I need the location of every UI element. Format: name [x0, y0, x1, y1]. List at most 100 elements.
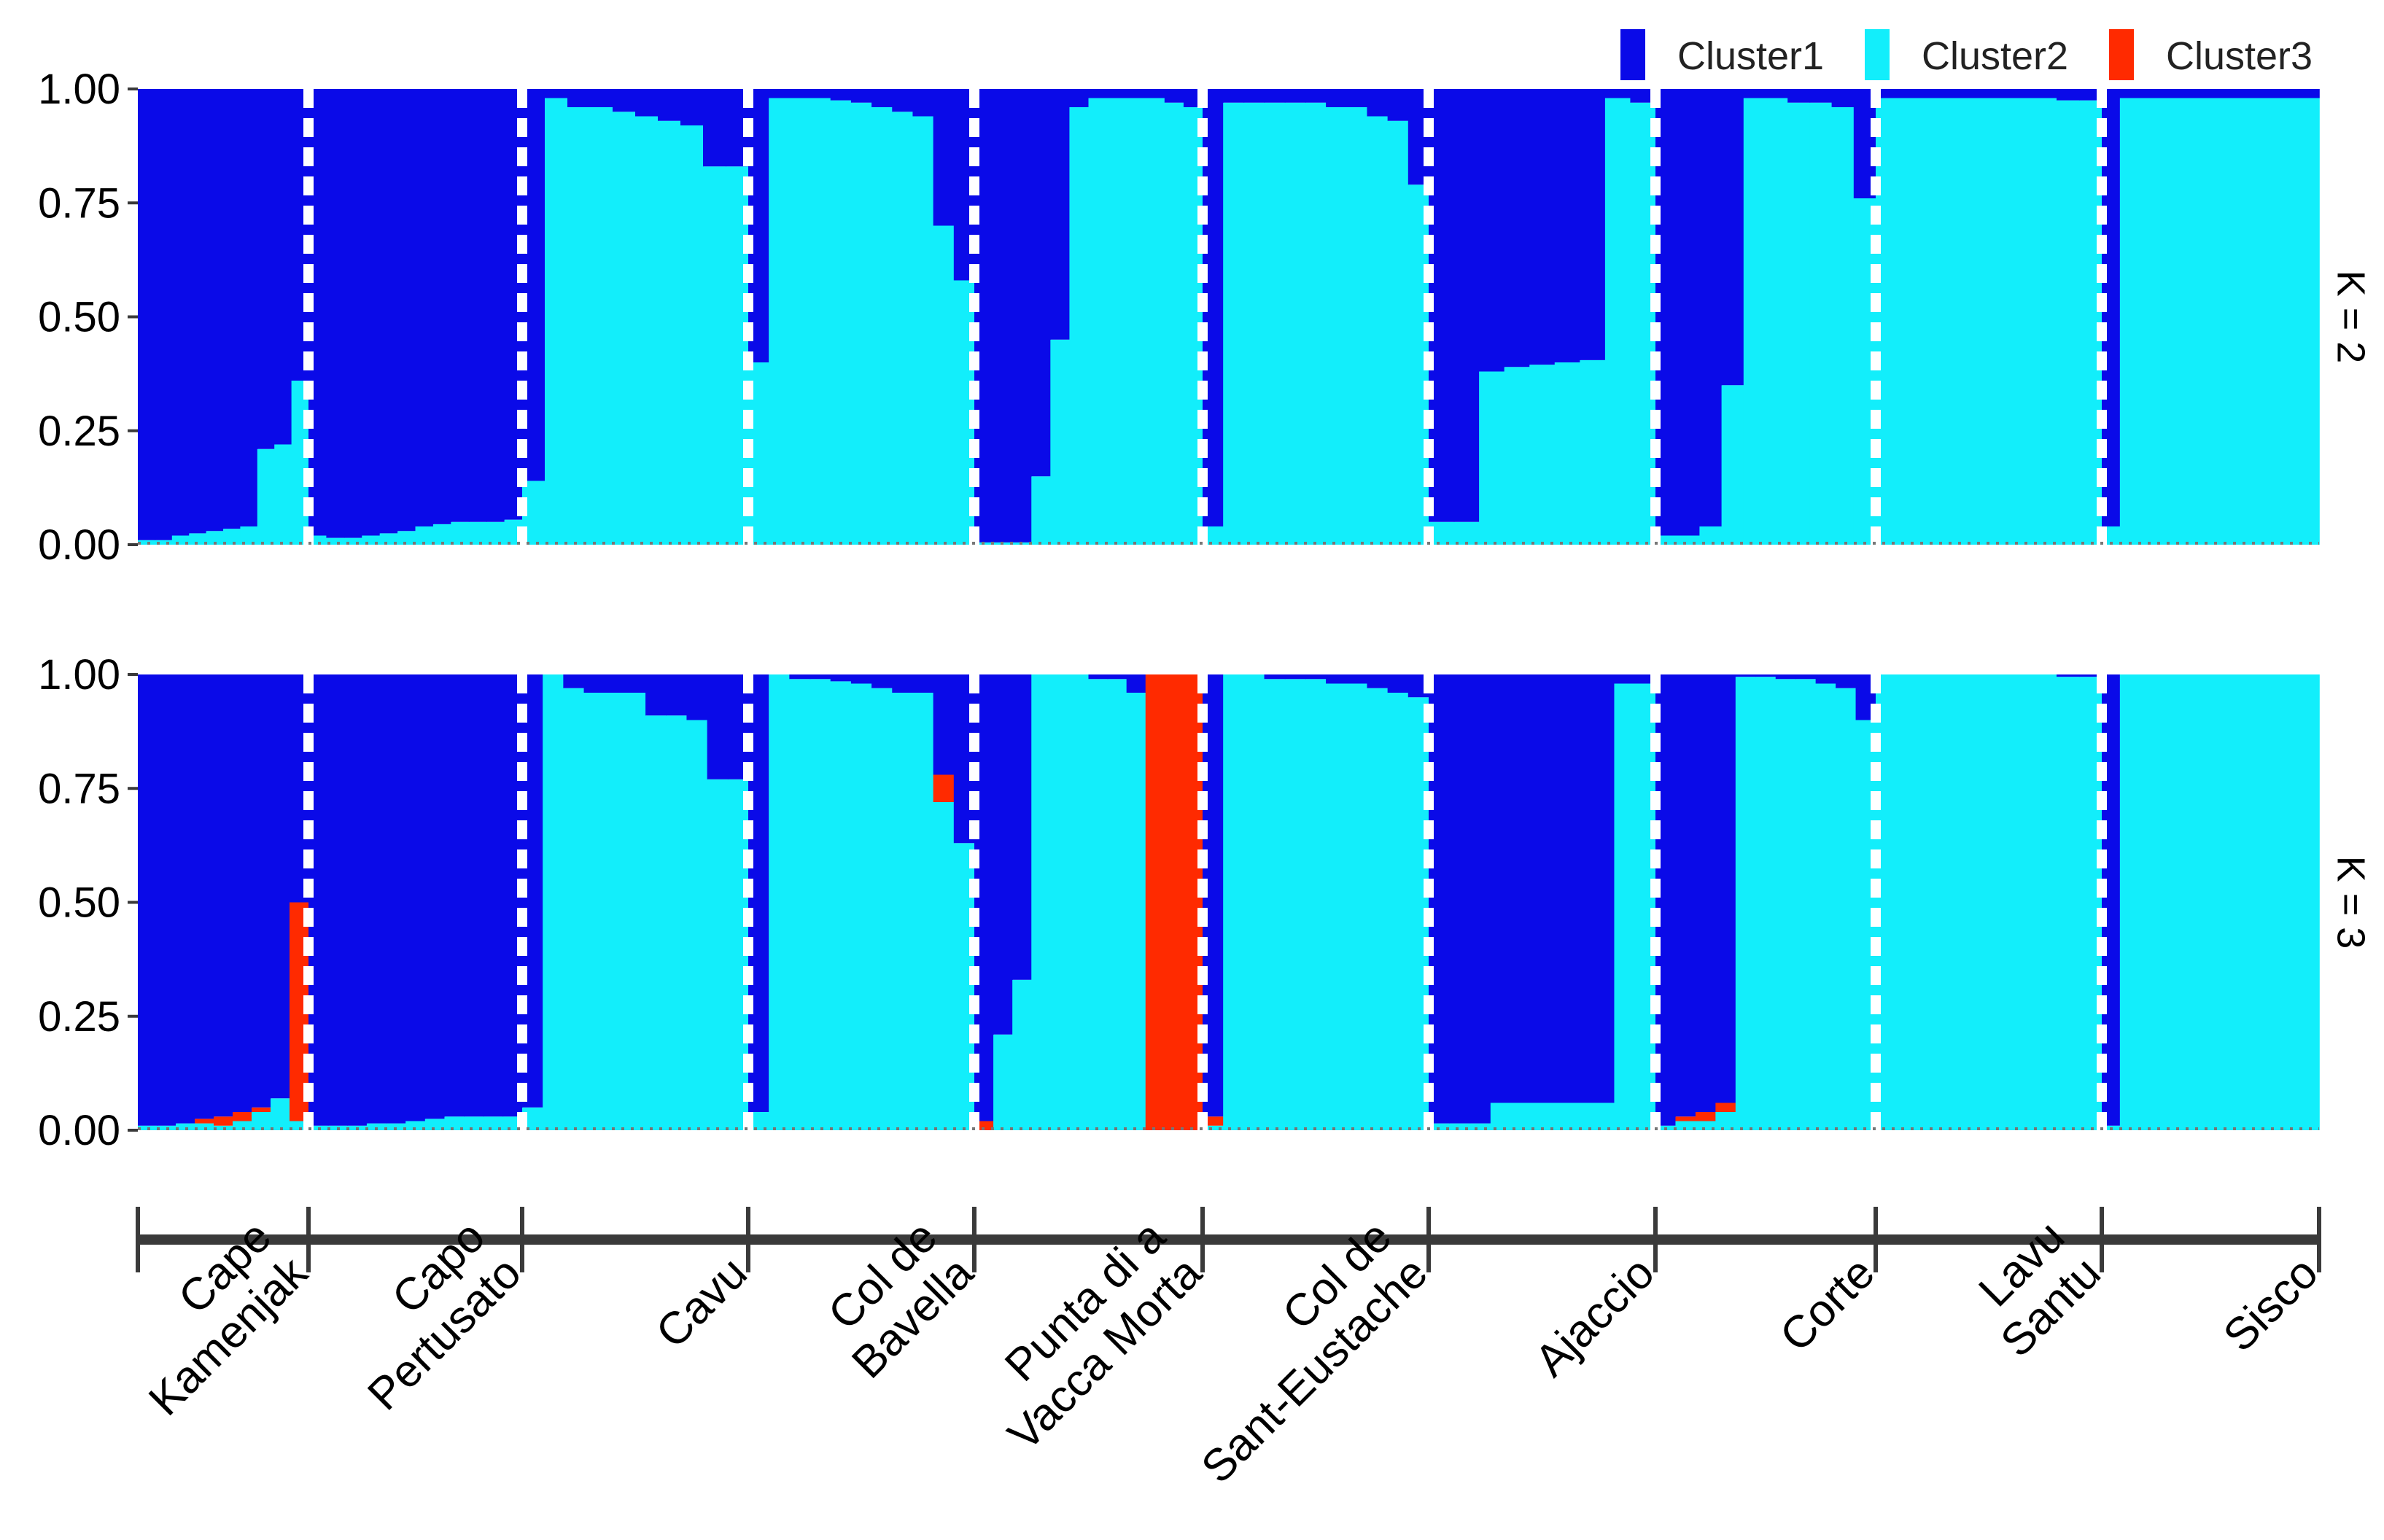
y-tick-label: 0.00 [38, 1107, 120, 1154]
bar-cluster1 [1088, 89, 1108, 98]
bar-cluster1 [1107, 674, 1127, 680]
bar-cluster1 [2210, 89, 2229, 98]
bar-cluster2 [1126, 693, 1146, 1130]
bar-cluster2 [892, 693, 914, 1130]
bar-cluster1 [1012, 89, 1033, 542]
bar-cluster2 [223, 529, 241, 545]
bar-cluster2 [2210, 98, 2229, 545]
bar-cluster1 [464, 674, 484, 1117]
bar-cluster2 [195, 1123, 214, 1131]
bar-cluster1 [2192, 89, 2211, 98]
bar-cluster2 [1031, 674, 1052, 1130]
bar-cluster1 [1529, 89, 1556, 365]
bar-cluster2 [2011, 674, 2035, 1130]
bar-cluster2 [2264, 674, 2284, 1130]
bar-cluster1 [680, 89, 704, 125]
bar-cluster1 [1326, 89, 1348, 107]
bar-cluster2 [2011, 98, 2035, 545]
bar-cluster2 [1511, 1102, 1533, 1130]
bar-cluster2 [1107, 98, 1127, 545]
bar-cluster1 [451, 89, 470, 522]
bar-cluster2 [1107, 679, 1127, 1130]
bar-cluster1 [645, 674, 667, 716]
bar-cluster2 [658, 120, 681, 545]
bar-cluster1 [1453, 89, 1480, 522]
legend-label-cluster3: Cluster3 [2166, 34, 2313, 78]
bar-cluster1 [326, 89, 345, 538]
bar-cluster1 [1031, 89, 1052, 477]
bar-cluster2 [1715, 1112, 1736, 1130]
bar-cluster2 [1831, 107, 1855, 545]
bar-cluster2 [1966, 98, 1989, 545]
bar-cluster1 [1264, 674, 1286, 680]
bar-cluster1 [366, 674, 387, 1124]
bar-cluster1 [1699, 89, 1723, 526]
bar-cluster1 [686, 674, 708, 720]
bar-cluster2 [1449, 1123, 1471, 1131]
bar-cluster3 [1145, 674, 1165, 1130]
bar-cluster1 [1944, 89, 1967, 98]
bar-cluster2 [871, 107, 893, 545]
bar-cluster1 [424, 674, 446, 1119]
y-tick-label: 0.50 [38, 294, 120, 341]
bar-cluster2 [1944, 674, 1967, 1130]
bar-cluster2 [2192, 674, 2211, 1130]
bar-cluster1 [379, 89, 398, 534]
bar-cluster1 [1069, 89, 1090, 107]
legend-swatch-cluster1 [1620, 29, 1645, 80]
bar-cluster2 [1898, 674, 1922, 1130]
bar-cluster3 [214, 1116, 233, 1126]
bar-cluster2 [703, 166, 726, 545]
population-label: Cavu [647, 1248, 757, 1358]
bar-cluster1 [1831, 89, 1855, 107]
bar-cluster1 [2119, 89, 2139, 98]
bar-cluster2 [2057, 677, 2080, 1131]
bar-cluster2 [2246, 98, 2266, 545]
bar-cluster2 [1264, 679, 1286, 1130]
bar-cluster1 [871, 674, 893, 688]
bar-cluster1 [850, 89, 872, 103]
bar-cluster2 [1243, 674, 1265, 1130]
bar-cluster1 [1531, 674, 1553, 1103]
population-label: Corte [1771, 1248, 1884, 1361]
population-label-line: Cavu [647, 1248, 757, 1358]
bar-cluster3 [1675, 1116, 1696, 1121]
bar-cluster2 [1012, 979, 1033, 1130]
bar-cluster2 [830, 100, 852, 545]
bar-cluster1 [2246, 89, 2266, 98]
bar-cluster2 [2119, 98, 2139, 545]
bar-cluster2 [1284, 679, 1306, 1130]
bar-cluster2 [1614, 683, 1636, 1130]
bar-cluster2 [1675, 1121, 1696, 1130]
bar-cluster1 [1735, 674, 1757, 677]
bar-cluster1 [1305, 674, 1327, 680]
bar-cluster2 [933, 225, 955, 545]
bar-cluster1 [1775, 674, 1796, 680]
bar-cluster2 [326, 537, 345, 545]
bar-cluster2 [892, 112, 914, 545]
panel-label: K = 3 [2329, 856, 2373, 949]
bar-cluster1 [953, 674, 975, 844]
bar-cluster1 [271, 674, 290, 1099]
bar-cluster2 [613, 112, 636, 545]
bar-cluster2 [2156, 674, 2175, 1130]
bar-cluster2 [1921, 674, 1944, 1130]
bar-cluster1 [1511, 674, 1533, 1103]
bar-cluster1 [789, 674, 811, 680]
bar-cluster2 [1126, 98, 1146, 545]
bar-cluster1 [2138, 89, 2157, 98]
bar-cluster2 [483, 1116, 504, 1130]
bar-cluster2 [1836, 688, 1857, 1130]
bar-cluster1 [1490, 674, 1512, 1103]
bar-cluster1 [2283, 89, 2302, 98]
bar-cluster2 [2119, 674, 2139, 1130]
population-label-line: Corte [1771, 1248, 1884, 1361]
bar-cluster2 [257, 448, 275, 545]
bar-cluster2 [789, 98, 811, 545]
bar-cluster3 [1695, 1112, 1717, 1121]
bar-cluster2 [1326, 107, 1348, 545]
bar-cluster2 [1554, 362, 1581, 545]
bar-cluster1 [635, 89, 659, 117]
